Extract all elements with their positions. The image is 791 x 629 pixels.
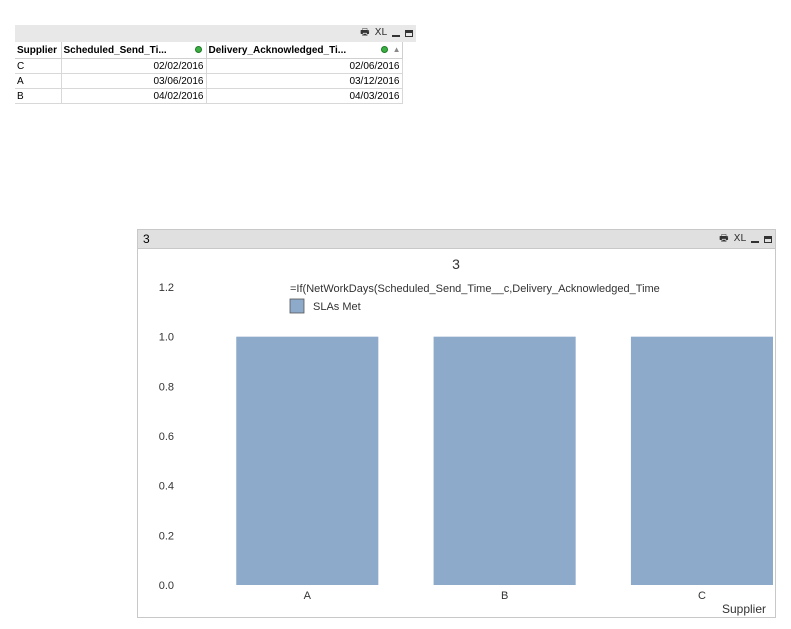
legend-swatch [289, 298, 305, 314]
data-table: Supplier Scheduled_Send_Ti... Delivery_A… [15, 42, 403, 104]
print-icon[interactable]: 🖶 [719, 233, 729, 244]
xl-export-icon[interactable]: XL [374, 27, 387, 38]
selection-dot-icon[interactable] [380, 46, 388, 53]
table-cell: 03/12/2016 [206, 73, 403, 89]
chart-caption-title: 3 [143, 232, 150, 246]
bar-A [236, 336, 379, 585]
straight-table-box: 🖶 XL Supplier Scheduled_Send_Ti... Deliv… [15, 25, 416, 105]
minimize-icon[interactable] [751, 241, 759, 243]
chart-expression-label: =If(NetWorkDays(Scheduled_Send_Time__c,D… [290, 283, 660, 295]
y-tick-label: 1.2 [159, 282, 174, 294]
maximize-icon[interactable] [764, 235, 772, 243]
y-tick-label: 1.0 [159, 332, 174, 344]
minimize-icon[interactable] [392, 35, 400, 37]
y-tick-label: 0.2 [159, 530, 174, 542]
bar-chart-box: 3 🖶 XL 3 =If(NetWorkDays(Scheduled_Send_T… [137, 229, 776, 618]
legend-label: SLAs Met [313, 301, 361, 313]
x-tick-label: B [501, 590, 508, 602]
y-tick-label: 0.6 [159, 431, 174, 443]
table-cell: 02/06/2016 [206, 58, 403, 74]
y-tick-label: 0.4 [159, 481, 174, 493]
sort-arrow-icon[interactable]: ▲ [392, 45, 401, 54]
bar-B [433, 336, 576, 585]
y-tick-label: 0.8 [159, 381, 174, 393]
bar-C [630, 336, 773, 585]
y-tick-label: 0.0 [159, 580, 174, 592]
column-header-scheduled-send-time[interactable]: Scheduled_Send_Ti... [61, 42, 207, 59]
bar-chart: 3 =If(NetWorkDays(Scheduled_Send_Time__c,… [159, 256, 773, 616]
x-tick-label: C [698, 590, 706, 602]
table-cell: 02/02/2016 [61, 58, 207, 74]
table-caption-bar: 🖶 XL [15, 25, 416, 42]
table-cell: C [15, 58, 62, 74]
table-row[interactable]: A 03/06/2016 03/12/2016 [15, 73, 403, 89]
table-cell: 04/03/2016 [206, 88, 403, 104]
column-header-delivery-acknowledged-time[interactable]: Delivery_Acknowledged_Ti... ▲ [206, 42, 403, 59]
table-row[interactable]: C 02/02/2016 02/06/2016 [15, 58, 403, 74]
table-row[interactable]: B 04/02/2016 04/03/2016 [15, 88, 403, 104]
xl-export-icon[interactable]: XL [733, 233, 746, 244]
chart-caption-bar[interactable]: 3 🖶 XL [138, 230, 775, 249]
print-icon[interactable]: 🖶 [360, 27, 370, 38]
table-cell: B [15, 88, 62, 104]
table-cell: A [15, 73, 62, 89]
x-tick-label: A [304, 590, 312, 602]
x-axis-title: Supplier [722, 602, 766, 616]
column-header-supplier[interactable]: Supplier [15, 42, 62, 59]
selection-dot-icon[interactable] [194, 46, 202, 53]
maximize-icon[interactable] [405, 29, 413, 37]
table-cell: 04/02/2016 [61, 88, 207, 104]
table-cell: 03/06/2016 [61, 73, 207, 89]
chart-title: 3 [452, 256, 460, 272]
